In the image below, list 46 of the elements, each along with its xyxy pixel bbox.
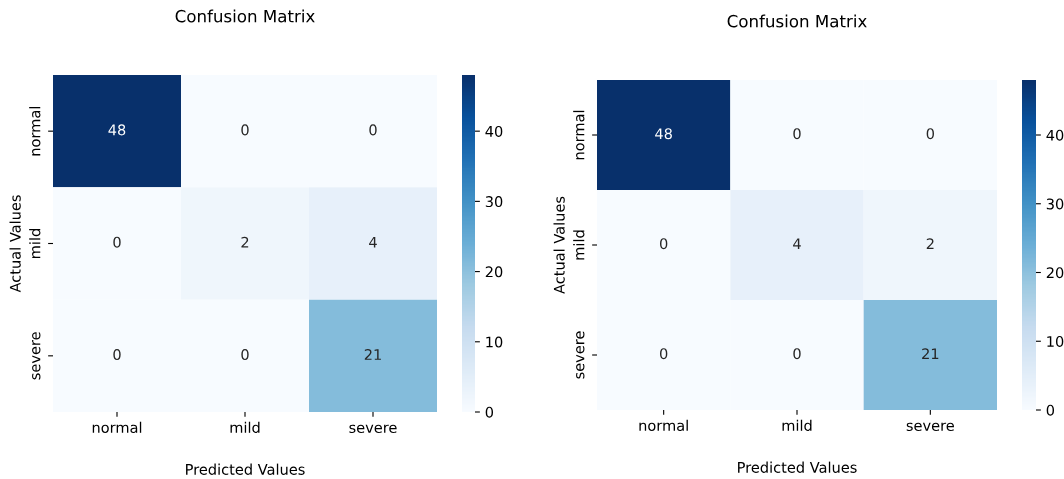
x-tick-label: normal (639, 419, 688, 432)
color-bar-label: 10 (486, 336, 503, 348)
y-tick-label: severe (576, 331, 585, 379)
color-bar-label: 0 (1046, 404, 1055, 416)
color-bar-label: 30 (485, 196, 503, 208)
color-bar-label: 0 (485, 406, 494, 418)
y-axis-title: Actual Values (553, 196, 565, 294)
data-label: 4 (793, 238, 801, 250)
y-tick-label: normal (573, 110, 585, 160)
data-label: 4 (369, 236, 377, 248)
data-label: 0 (659, 238, 668, 250)
x-tick-label: severe (349, 424, 397, 434)
data-label: 0 (369, 124, 377, 136)
data-label: 21 (364, 349, 381, 360)
color-bar-label: 40 (1046, 129, 1064, 141)
data-label: 2 (926, 238, 934, 250)
data-label: 0 (241, 349, 249, 361)
data-label: 0 (793, 348, 801, 360)
color-bar-label: 20 (1046, 267, 1064, 279)
color-bar-label: 40 (485, 125, 503, 137)
color-bar-label: 10 (1047, 335, 1064, 347)
data-label: 2 (241, 236, 249, 248)
y-axis-title: Actual Values (9, 195, 21, 293)
data-label: 0 (793, 128, 801, 140)
color-bar-label: 30 (1046, 198, 1064, 210)
y-tick-label: normal (29, 106, 41, 156)
data-label: 48 (655, 128, 672, 140)
data-label: 0 (659, 348, 668, 360)
x-axis-title: Predicted Values (186, 463, 305, 475)
x-tick-label: severe (906, 422, 954, 432)
x-axis-title: Predicted Values (738, 461, 857, 473)
data-label: 0 (926, 128, 934, 140)
chart-title: Confusion Matrix (727, 14, 867, 28)
chart-title: Confusion Matrix (175, 9, 315, 23)
data-label: 48 (108, 124, 126, 136)
y-tick-label: mild (573, 230, 585, 260)
y-tick-label: severe (32, 332, 41, 380)
data-label: 21 (922, 348, 939, 360)
data-label: 0 (113, 349, 121, 361)
y-tick-label: mild (29, 229, 41, 258)
color-bar-label: 20 (485, 266, 503, 278)
x-tick-label: mild (230, 421, 260, 434)
data-label: 0 (241, 124, 249, 136)
x-tick-label: mild (782, 419, 812, 432)
x-tick-label: normal (92, 421, 142, 434)
data-label: 0 (113, 236, 121, 248)
